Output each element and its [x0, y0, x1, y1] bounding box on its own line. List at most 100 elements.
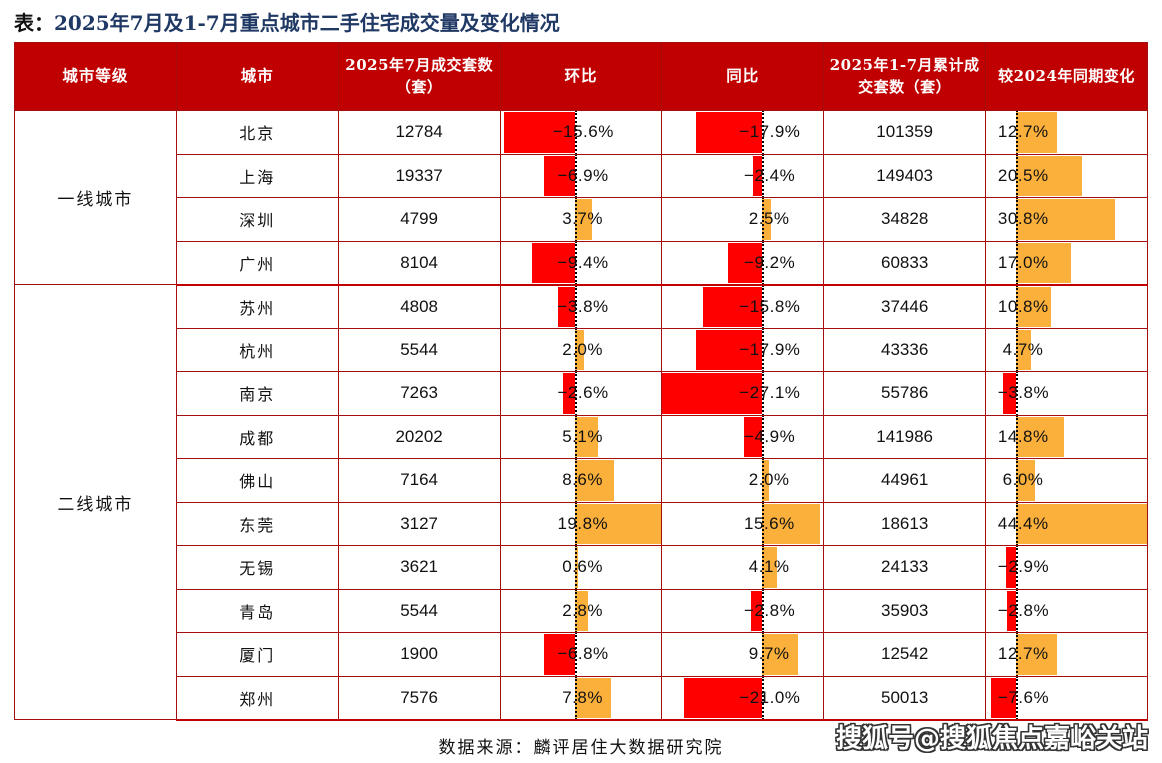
table-row: 东莞 3127 19.8% 15.6% 18613 44.4%	[15, 501, 1148, 546]
yoy-zero-line	[761, 633, 764, 676]
mom-label: 3.7%	[562, 209, 603, 229]
cum-change-cell: 6.0%	[985, 458, 1148, 503]
mom-zero-line	[575, 415, 578, 458]
cum-change-bar	[1015, 112, 1057, 153]
cum-change-bar	[1015, 155, 1083, 196]
cum-change-zero-line	[1015, 241, 1018, 283]
mom-cell: 0.6%	[499, 545, 663, 590]
yoy-zero-line	[761, 285, 764, 328]
yoy-bar	[684, 677, 762, 718]
cum-change-label: −7.6%	[997, 687, 1050, 707]
cum-change-bar	[1015, 242, 1071, 283]
cumulative-volume-cell: 43336	[823, 327, 987, 372]
cum-change-label: 12.7%	[997, 644, 1049, 664]
cum-change-cell: 30.8%	[985, 197, 1148, 242]
yoy-zero-line	[761, 546, 764, 589]
yoy-bar	[761, 199, 772, 240]
yoy-bar	[727, 242, 762, 283]
cum-change-label: 20.5%	[997, 165, 1049, 185]
city-name-cell: 广州	[175, 240, 339, 286]
mom-cell: −6.8%	[499, 632, 663, 677]
yoy-label: −17.9%	[739, 122, 801, 142]
title-prefix: 表：	[14, 10, 54, 35]
yoy-zero-line	[761, 154, 764, 197]
mom-zero-line	[575, 372, 578, 415]
cum-change-bar	[1015, 460, 1036, 501]
header-row: 城市等级 城市 2025年7月成交套数（套） 环比 同比 2025年1-7月累计…	[14, 42, 1148, 111]
cumulative-volume-cell: 37446	[823, 284, 987, 329]
yoy-bar	[743, 416, 762, 457]
city-name-cell: 东莞	[175, 501, 339, 546]
yoy-label: 15.6%	[744, 513, 795, 533]
yoy-label: −2.8%	[744, 600, 796, 620]
mom-label: 7.8%	[562, 687, 603, 707]
yoy-zero-line	[761, 502, 764, 545]
yoy-label: 9.7%	[748, 644, 790, 664]
mom-cell: −3.8%	[499, 284, 663, 329]
mom-cell: −9.4%	[499, 240, 663, 286]
yoy-label: 4.1%	[748, 557, 790, 577]
mom-cell: 19.8%	[499, 501, 663, 546]
yoy-label: 2.5%	[748, 209, 790, 229]
cum-change-cell: −3.8%	[985, 371, 1148, 416]
mom-bar	[543, 155, 576, 196]
yoy-label: 2.0%	[748, 470, 790, 490]
city-name-cell: 青岛	[175, 588, 339, 633]
yoy-cell: −17.9%	[661, 110, 825, 155]
mom-zero-line	[575, 154, 578, 197]
yoy-zero-line	[761, 328, 764, 371]
yoy-cell: −27.1%	[661, 371, 825, 416]
table-row: 上海 19337 −6.9% −2.4% 149403 20.5%	[15, 153, 1148, 198]
cumulative-volume-cell: 141986	[823, 414, 987, 459]
cum-change-bar	[1006, 547, 1016, 588]
mom-label: −2.6%	[557, 383, 609, 403]
mom-bar	[544, 634, 576, 675]
table-body: 一线城市 北京 12784 −15.6% −17.9% 101359 12.7% 上海 1933…	[14, 110, 1148, 721]
cum-change-bar	[1015, 416, 1064, 457]
watermark: 搜狐号@搜狐焦点嘉峪关站	[835, 724, 1148, 754]
mom-label: −6.9%	[557, 165, 609, 185]
mom-cell: 5.1%	[499, 414, 663, 459]
mom-zero-line	[575, 241, 578, 283]
col-header-yoy: 同比	[661, 42, 825, 111]
yoy-cell: 2.0%	[661, 458, 825, 503]
source-note: 数据来源：麟评居住大数据研究院	[438, 738, 724, 758]
yoy-zero-line	[761, 372, 764, 415]
mom-cell: −15.6%	[499, 110, 663, 155]
cum-change-zero-line	[1015, 676, 1018, 718]
cum-change-bar	[1015, 199, 1116, 240]
yoy-bar	[751, 590, 762, 631]
cum-change-bar	[1015, 634, 1057, 675]
city-name-cell: 佛山	[175, 458, 339, 503]
yoy-bar	[761, 503, 820, 544]
mom-cell: 2.0%	[499, 327, 663, 372]
cum-change-cell: 44.4%	[985, 501, 1148, 546]
city-name-cell: 厦门	[175, 632, 339, 677]
mom-label: 8.6%	[562, 470, 603, 490]
yoy-label: −21.0%	[739, 687, 801, 707]
cum-change-cell: 12.7%	[985, 632, 1148, 677]
cum-change-zero-line	[1015, 415, 1018, 458]
yoy-zero-line	[761, 198, 764, 241]
yoy-zero-line	[761, 111, 764, 154]
cum-change-cell: −7.6%	[985, 675, 1148, 721]
mom-zero-line	[575, 676, 578, 718]
cumulative-volume-cell: 24133	[823, 545, 987, 590]
col-header-city: 城市	[175, 42, 339, 111]
mom-label: −9.4%	[557, 252, 609, 272]
table-row: 南京 7263 −2.6% −27.1% 55786 −3.8%	[15, 371, 1148, 416]
mom-bar	[575, 677, 611, 718]
yoy-zero-line	[761, 676, 764, 718]
cum-change-label: 17.0%	[997, 252, 1049, 272]
mom-bar	[563, 373, 576, 414]
data-table: 城市等级 城市 2025年7月成交套数（套） 环比 同比 2025年1-7月累计…	[14, 42, 1148, 721]
yoy-cell: 9.7%	[661, 632, 825, 677]
cum-change-bar	[1015, 286, 1051, 327]
yoy-cell: −15.8%	[661, 284, 825, 329]
mom-cell: −6.9%	[499, 153, 663, 198]
july-volume-cell: 12784	[337, 110, 501, 155]
july-volume-cell: 7576	[337, 675, 501, 721]
mom-zero-line	[575, 328, 578, 371]
mom-bar	[504, 112, 576, 153]
cum-change-bar	[1003, 373, 1016, 414]
